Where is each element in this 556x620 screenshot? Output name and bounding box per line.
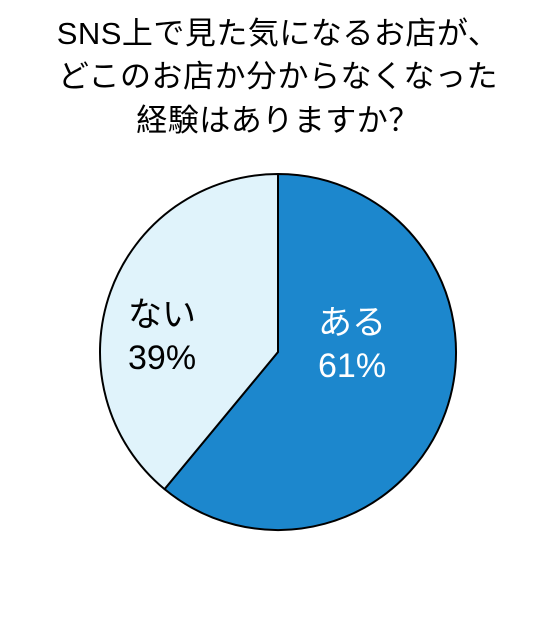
title-line-2: どこのお店か分からなくなった	[58, 59, 498, 94]
chart-title: SNS上で見た気になるお店が、 どこのお店か分からなくなった 経験はありますか？	[57, 12, 500, 142]
pie-chart: ある 61% ない 39%	[98, 172, 458, 532]
title-line-3: 経験はありますか？	[136, 103, 420, 138]
pie-svg	[98, 172, 458, 532]
title-line-1: SNS上で見た気になるお店が、	[57, 16, 500, 51]
